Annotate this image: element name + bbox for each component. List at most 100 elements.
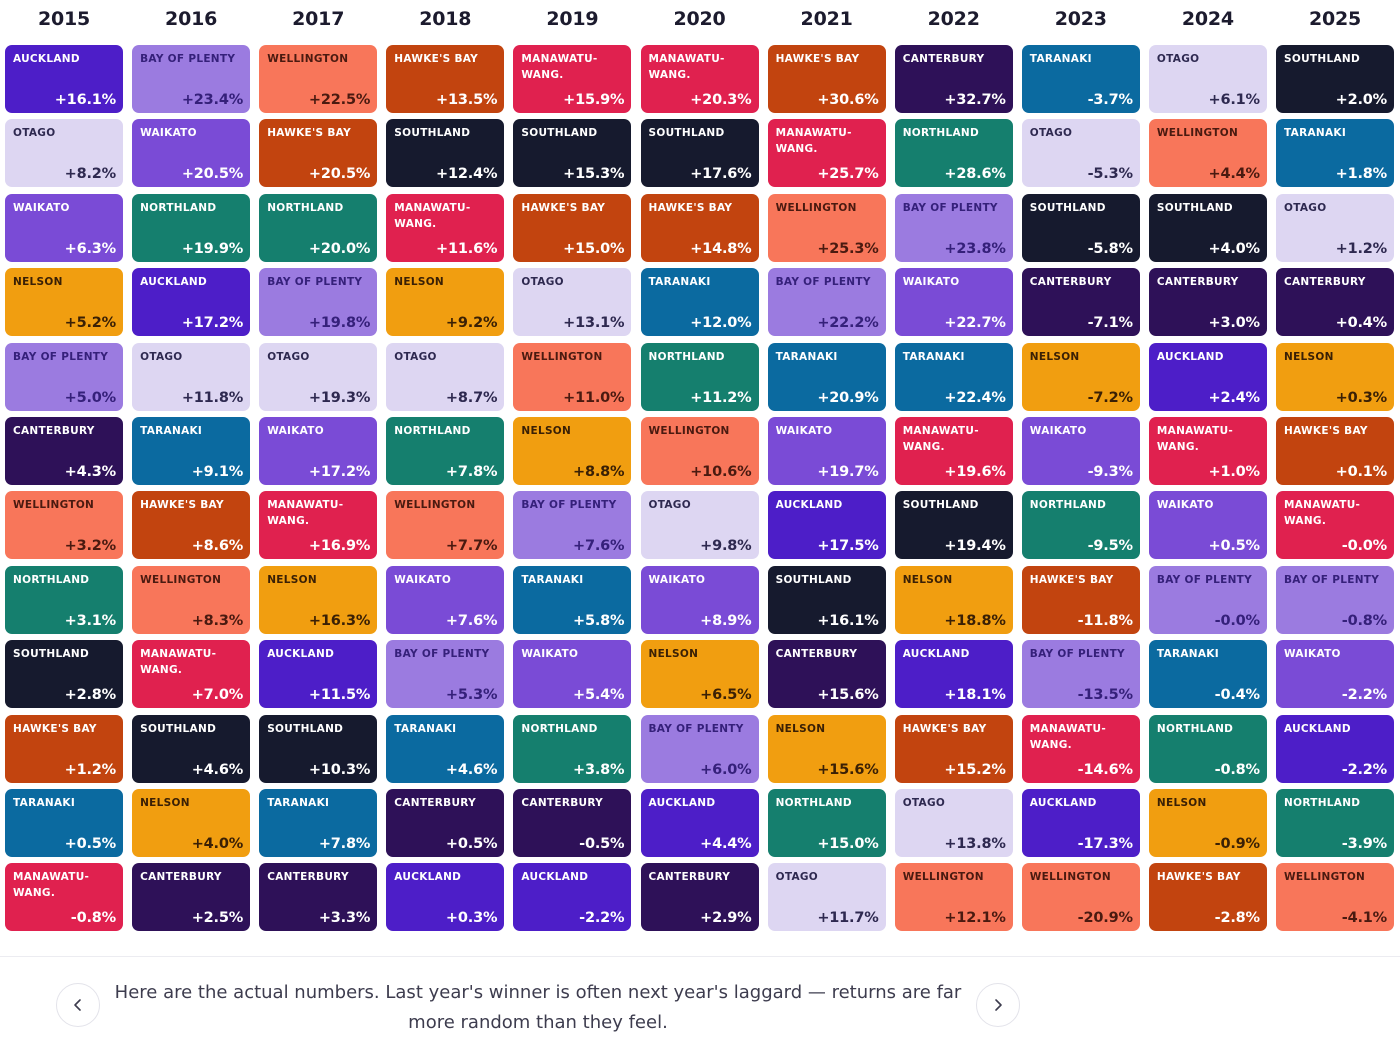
region-name: MANAWATU-WANG. xyxy=(267,499,344,528)
year-label: 2025 xyxy=(1308,8,1362,30)
return-value: +5.0% xyxy=(64,389,117,406)
return-value: +11.6% xyxy=(436,240,498,257)
year-label: 2018 xyxy=(419,8,472,30)
region-name: AUCKLAND xyxy=(521,871,589,884)
region-name: SOUTHLAND xyxy=(140,722,217,735)
region-name: HAWKE'S BAY xyxy=(775,53,860,65)
region-tile: MANAWATU-WANG. +1.0% xyxy=(1148,417,1267,485)
region-name: CANTERBURY xyxy=(1156,276,1239,289)
region-name: MANAWATU-WANG. xyxy=(902,425,979,453)
return-value: +18.8% xyxy=(944,612,1006,629)
year-label: 2024 xyxy=(1181,8,1234,30)
region-name: SOUTHLAND xyxy=(1029,201,1106,214)
region-name: HAWKE'S BAY xyxy=(267,127,351,140)
return-value: +15.0% xyxy=(563,240,625,257)
region-tile: HAWKE'S BAY +13.5% xyxy=(386,45,505,113)
region-tile: WELLINGTON +7.7% xyxy=(386,491,505,560)
return-value: +19.9% xyxy=(181,240,244,257)
region-name: TARANAKI xyxy=(1029,53,1092,65)
region-tile: NORTHLAND +3.1% xyxy=(5,565,123,634)
region-tile: AUCKLAND +16.1% xyxy=(5,45,123,113)
region-tile: TARANAKI +12.0% xyxy=(640,268,759,337)
return-value: +7.0% xyxy=(191,687,244,704)
region-name: NELSON xyxy=(267,573,317,586)
return-value: -2.8% xyxy=(1214,910,1260,927)
region-name: WAIKATO xyxy=(1156,499,1214,512)
previous-button[interactable] xyxy=(56,983,100,1027)
region-tile: WELLINGTON +25.3% xyxy=(767,193,886,262)
region-name: TARANAKI xyxy=(394,722,457,735)
region-name: NELSON xyxy=(1029,350,1080,363)
region-name: NORTHLAND xyxy=(775,797,852,809)
region-tile: HAWKE'S BAY -11.8% xyxy=(1021,565,1140,634)
region-tile: BAY OF PLENTY +23.8% xyxy=(894,193,1013,262)
return-value: +4.3% xyxy=(64,464,117,480)
return-value: +7.6% xyxy=(445,612,498,629)
return-value: +3.8% xyxy=(573,761,625,778)
region-name: NELSON xyxy=(775,722,826,735)
region-tile: OTAGO +6.1% xyxy=(1148,45,1267,113)
region-tile: WAIKATO -9.3% xyxy=(1021,417,1140,485)
region-name: WELLINGTON xyxy=(394,499,476,512)
return-value: +20.5% xyxy=(308,166,371,183)
return-value: +20.0% xyxy=(308,240,371,257)
region-name: AUCKLAND xyxy=(775,499,843,512)
region-name: AUCKLAND xyxy=(1029,797,1097,809)
region-tile: OTAGO +8.7% xyxy=(386,342,505,411)
region-tile: BAY OF PLENTY +19.8% xyxy=(259,268,378,337)
region-name: OTAGO xyxy=(1029,127,1073,140)
region-tile: NORTHLAND -0.8% xyxy=(1148,714,1267,783)
region-tile: NELSON +16.3% xyxy=(259,565,378,634)
region-name: AUCKLAND xyxy=(394,871,462,884)
region-tile: WELLINGTON +4.4% xyxy=(1148,119,1267,188)
return-value: +6.3% xyxy=(64,240,117,257)
region-name: OTAGO xyxy=(648,499,691,512)
region-tile: AUCKLAND +17.2% xyxy=(132,268,251,337)
region-name: BAY OF PLENTY xyxy=(902,201,998,214)
region-name: SOUTHLAND xyxy=(648,127,725,140)
region-name: SOUTHLAND xyxy=(13,648,89,661)
region-name: HAWKE'S BAY xyxy=(394,53,479,65)
return-value: -0.0% xyxy=(1341,538,1387,555)
return-value: -0.4% xyxy=(1214,687,1260,704)
region-tile: HAWKE'S BAY +0.1% xyxy=(1276,417,1394,485)
region-tile: WAIKATO +6.3% xyxy=(5,193,123,262)
region-tile: MANAWATU-WANG. -0.0% xyxy=(1276,491,1394,560)
return-value: +0.5% xyxy=(1208,538,1261,555)
region-tile: WAIKATO +5.4% xyxy=(513,640,632,709)
region-name: MANAWATU-WANG. xyxy=(1156,425,1234,453)
region-name: WELLINGTON xyxy=(140,573,222,586)
region-name: OTAGO xyxy=(521,276,564,289)
region-name: AUCKLAND xyxy=(140,276,207,289)
region-tile: CANTERBURY -7.1% xyxy=(1021,268,1140,337)
region-name: WAIKATO xyxy=(140,127,197,140)
region-name: WAIKATO xyxy=(394,573,452,586)
return-value: +18.1% xyxy=(944,687,1006,704)
region-tile: HAWKE'S BAY -2.8% xyxy=(1148,863,1267,932)
return-value: +4.0% xyxy=(191,836,244,852)
return-value: +9.8% xyxy=(700,538,752,555)
region-tile: WELLINGTON +3.2% xyxy=(5,491,123,560)
region-tile: CANTERBURY +3.0% xyxy=(1148,268,1267,337)
region-name: AUCKLAND xyxy=(1284,722,1351,735)
region-name: BAY OF PLENTY xyxy=(1029,648,1125,661)
region-name: NORTHLAND xyxy=(394,425,471,437)
return-value: +15.0% xyxy=(817,836,879,852)
region-tile: WAIKATO +20.5% xyxy=(132,119,251,188)
region-tile: TARANAKI -3.7% xyxy=(1021,45,1140,113)
region-name: WELLINGTON xyxy=(775,201,857,214)
return-value: +7.6% xyxy=(573,538,625,555)
region-name: WELLINGTON xyxy=(13,499,95,512)
region-tile: NORTHLAND +28.6% xyxy=(894,119,1013,188)
region-name: NORTHLAND xyxy=(902,127,979,140)
region-tile: CANTERBURY +2.5% xyxy=(132,863,251,932)
return-value: +19.3% xyxy=(308,389,371,406)
region-name: HAWKE'S BAY xyxy=(13,722,97,735)
next-button[interactable] xyxy=(976,983,1020,1027)
return-value: +22.4% xyxy=(944,389,1006,406)
region-tile: NORTHLAND +3.8% xyxy=(513,714,632,783)
region-name: OTAGO xyxy=(1156,53,1200,65)
region-tile: BAY OF PLENTY +7.6% xyxy=(513,491,632,560)
return-value: -9.5% xyxy=(1087,538,1133,555)
region-name: MANAWATU-WANG. xyxy=(1029,722,1106,751)
